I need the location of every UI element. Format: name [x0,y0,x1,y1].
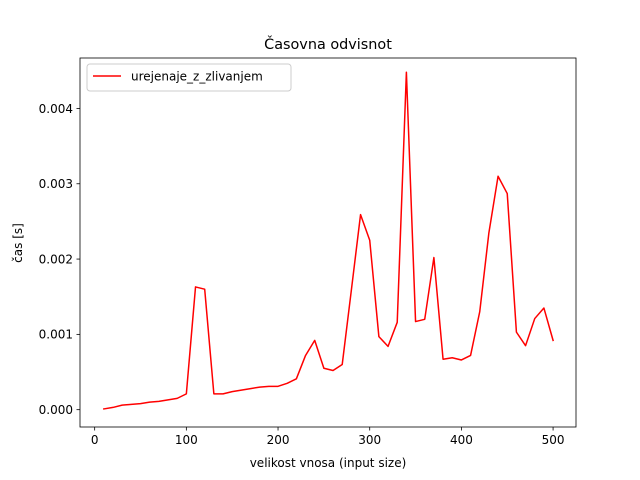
x-tick-label: 500 [542,433,565,447]
plot-area [80,58,576,427]
plot-frame [79,57,577,428]
y-tick-label: 0.000 [39,403,73,417]
y-tick-label: 0.002 [39,252,73,266]
series-layer [102,71,555,410]
chart-title: Časovna odvisnot [264,35,392,53]
x-tick-label: 100 [175,433,198,447]
x-tick-label: 200 [267,433,290,447]
y-tick-label: 0.003 [39,177,73,191]
y-axis-label: čas [s] [11,223,25,263]
y-tick-label: 0.004 [39,102,73,116]
x-tick-label: 300 [358,433,381,447]
series-line [102,71,555,410]
legend-box [86,63,292,92]
y-tick-label: 0.001 [39,328,73,342]
legend-label: urejenaje_z_zlivanjem [131,70,263,84]
x-tick-label: 400 [450,433,473,447]
y-axis-ticks: 0.000 0.001 0.002 0.003 0.004 [39,102,80,417]
x-tick-label: 0 [91,433,99,447]
x-axis-label: velikost vnosa (input size) [250,456,407,470]
x-axis-ticks: 0 100 200 300 400 500 [91,427,565,447]
legend: urejenaje_z_zlivanjem [86,63,292,92]
